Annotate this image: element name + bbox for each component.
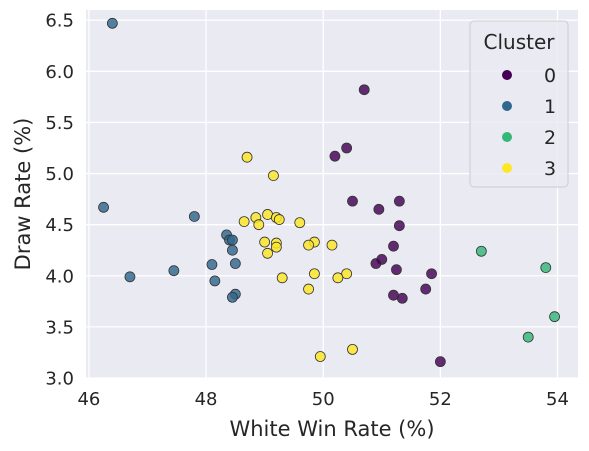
legend-label-2: 2: [544, 127, 556, 149]
data-point-cluster-3: [341, 268, 353, 280]
data-point-cluster-0: [373, 203, 385, 215]
data-points: [98, 17, 560, 368]
data-point-cluster-3: [268, 170, 279, 182]
legend-marker-0: [502, 70, 512, 80]
legend-title: Cluster: [484, 30, 556, 54]
x-tick-label: 54: [546, 389, 569, 410]
data-point-cluster-3: [259, 236, 271, 248]
y-tick-labels: 3.0 3.5 4.0 4.5 5.0 5.5 6.0 6.5: [45, 11, 74, 390]
y-axis-label: Draw Rate (%): [11, 118, 35, 271]
data-point-cluster-0: [358, 84, 370, 96]
data-point-cluster-3: [270, 241, 282, 253]
legend: Cluster 0 1 2 3: [469, 20, 569, 188]
data-point-cluster-3: [347, 343, 358, 355]
x-tick-label: 52: [429, 389, 452, 410]
data-point-cluster-1: [206, 259, 218, 270]
legend-label-1: 1: [544, 96, 556, 118]
x-tick-labels: 46 48 50 52 54: [77, 389, 568, 410]
data-point-cluster-1: [98, 201, 109, 213]
data-point-cluster-3: [262, 247, 273, 259]
data-point-cluster-3: [309, 268, 320, 280]
data-point-cluster-0: [393, 220, 405, 232]
data-point-cluster-0: [391, 264, 402, 276]
data-point-cluster-2: [522, 331, 534, 343]
data-point-cluster-3: [326, 239, 338, 251]
legend-marker-2: [502, 132, 512, 142]
data-point-cluster-0: [396, 292, 408, 304]
data-point-cluster-3: [238, 216, 250, 228]
data-point-cluster-3: [294, 217, 306, 229]
legend-marker-3: [502, 163, 512, 173]
data-point-cluster-0: [420, 283, 432, 295]
data-point-cluster-1: [106, 17, 118, 29]
data-point-cluster-0: [347, 195, 358, 207]
data-point-cluster-3: [273, 214, 285, 225]
data-point-cluster-3: [276, 272, 288, 284]
y-tick-label: 4.5: [45, 215, 74, 236]
data-point-cluster-0: [329, 150, 341, 162]
y-tick-label: 5.0: [45, 164, 74, 185]
data-point-cluster-1: [227, 234, 238, 246]
x-tick-label: 50: [312, 389, 335, 410]
legend-box: [469, 20, 569, 188]
legend-label-3: 3: [544, 158, 556, 180]
x-tick-label: 46: [77, 389, 100, 410]
data-point-cluster-1: [188, 211, 200, 222]
data-point-cluster-2: [540, 262, 552, 274]
data-point-cluster-3: [303, 283, 314, 295]
legend-label-0: 0: [544, 65, 556, 87]
data-point-cluster-1: [229, 258, 241, 269]
data-point-cluster-3: [332, 272, 344, 284]
data-point-cluster-0: [426, 268, 437, 280]
data-point-cluster-2: [475, 245, 487, 257]
y-tick-label: 3.5: [45, 317, 74, 338]
data-point-cluster-3: [303, 239, 314, 251]
data-point-cluster-2: [549, 311, 560, 323]
data-point-cluster-0: [370, 258, 382, 269]
y-tick-label: 4.0: [45, 266, 74, 287]
data-point-cluster-1: [227, 291, 238, 303]
y-tick-label: 6.5: [45, 11, 74, 32]
data-point-cluster-0: [388, 240, 399, 252]
y-tick-label: 5.5: [45, 113, 74, 134]
x-tick-label: 48: [195, 389, 218, 410]
x-axis-label: White Win Rate (%): [229, 417, 434, 441]
data-point-cluster-1: [168, 265, 180, 277]
data-point-cluster-0: [393, 195, 405, 207]
y-tick-label: 6.0: [45, 62, 74, 83]
data-point-cluster-0: [434, 356, 446, 368]
data-point-cluster-3: [253, 219, 265, 231]
legend-marker-1: [502, 101, 512, 111]
data-point-cluster-3: [314, 351, 326, 362]
data-point-cluster-0: [341, 142, 353, 154]
data-point-cluster-1: [124, 271, 136, 283]
data-point-cluster-1: [209, 275, 221, 287]
y-tick-label: 3.0: [45, 369, 74, 390]
data-point-cluster-3: [241, 151, 253, 163]
data-point-cluster-1: [227, 244, 238, 256]
